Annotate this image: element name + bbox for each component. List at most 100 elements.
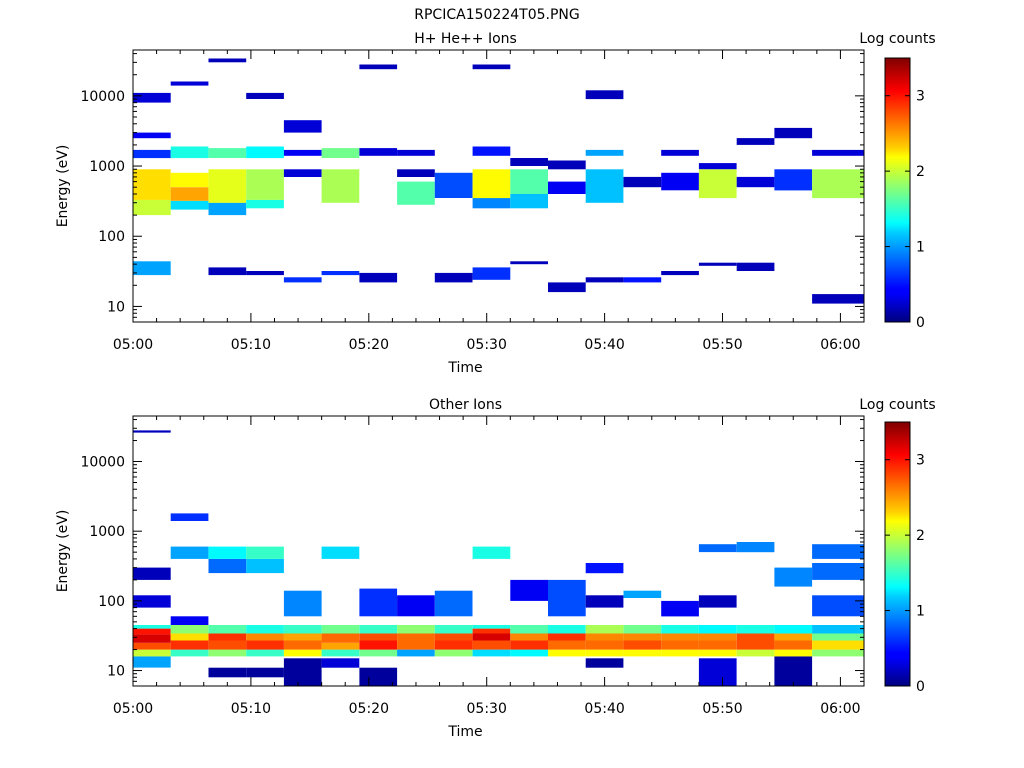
heatmap-cell [283,120,322,133]
x-tick-label: 05:50 [702,337,742,353]
heatmap-cell [397,169,435,177]
colorbar-label: Log counts [859,397,935,413]
panel-title: H+ He++ Ions [414,31,517,47]
x-tick-label: 05:10 [231,337,271,353]
heatmap-cell [434,625,473,634]
heatmap-cells [133,58,864,304]
heatmap-cell [133,261,171,276]
heatmap-cell [208,640,247,650]
heatmap-cell [548,625,586,634]
plot-frame [132,415,865,687]
heatmap-cell [321,642,360,650]
x-tick-label: 05:00 [113,337,153,353]
heatmap-cell [283,590,322,617]
heatmap-cell [208,546,247,559]
heatmap-cell [246,92,284,99]
heatmap-cell [359,588,398,617]
x-tick-label: 05:10 [231,701,271,717]
heatmap-cell [283,658,322,686]
heatmap-cell [623,640,662,650]
heatmap-cell [661,172,699,191]
heatmap-cell [510,633,548,641]
heatmap-cell [812,625,864,634]
heatmap-cell [585,149,624,156]
heatmap-cell [133,149,171,159]
heatmap-cell [698,633,737,641]
colorbar-tick-label: 2 [916,528,925,544]
x-tick-label: 05:30 [467,701,507,717]
heatmap-cell [170,187,209,201]
heatmap-cell [397,181,435,205]
heatmap-cell [133,132,171,139]
heatmap-cell [472,146,511,156]
heatmap-cell [698,163,737,170]
heatmap-cell [359,272,398,283]
y-tick-label: 1000 [89,159,125,175]
heatmap-cell [133,642,171,650]
heatmap-cell [170,546,209,559]
heatmap-cell [661,625,699,634]
heatmap-cell [510,579,548,601]
heatmap-cell [208,558,247,574]
heatmap-cell [812,294,864,304]
heatmap-cell [548,579,586,617]
heatmap-cell [472,546,511,559]
heatmap-cells [133,430,864,686]
x-tick-label: 05:20 [349,337,389,353]
heatmap-cell [623,277,662,283]
heatmap-cell [736,633,775,641]
heatmap-cell [170,649,209,657]
heatmap-cell [774,567,813,587]
heatmap-cell [283,277,322,283]
heatmap-cell [133,656,171,668]
colorbar-tick-label: 0 [916,315,925,331]
heatmap-cell [133,169,171,200]
heatmap-cell [133,649,171,657]
y-tick-label: 10 [107,299,125,315]
heatmap-cell [246,625,284,634]
heatmap-cell [133,628,171,635]
heatmap-cell [661,149,699,156]
heatmap-cell [170,625,209,634]
heatmap-cell [472,64,511,70]
colorbar-tick-label: 3 [916,453,925,469]
heatmap-cell [661,640,699,650]
y-tick-label: 10000 [80,89,125,105]
heatmap-cell [208,202,247,216]
heatmap-cell [246,649,284,657]
x-tick-label: 06:00 [820,701,860,717]
x-tick-label: 05:50 [702,701,742,717]
heatmap-cell [698,544,737,553]
heatmap-cell [472,198,511,209]
heatmap-cell [170,200,209,210]
heatmap-cell [246,633,284,641]
heatmap-cell [736,649,775,657]
heatmap-cell [397,633,435,641]
heatmap-cell [434,272,473,283]
colorbar-tick-label: 1 [916,240,925,256]
heatmap-cell [170,640,209,650]
heatmap-cell [283,625,322,634]
heatmap-cell [434,172,473,198]
heatmap-cell [736,542,775,553]
heatmap-cell [736,640,775,650]
heatmap-cell [170,633,209,641]
heatmap-cell [585,625,624,634]
heatmap-cell [359,625,398,634]
heatmap-cell [170,616,209,625]
heatmap-cell [812,640,864,650]
heatmap-cell [246,558,284,574]
heatmap-cell [585,563,624,574]
plot-frame [132,49,865,323]
x-axis-label: Time [447,724,482,740]
colorbar-label: Log counts [859,31,935,47]
heatmap-cell [774,640,813,650]
heatmap-cell [661,271,699,276]
heatmap-cell [434,649,473,657]
x-tick-label: 05:40 [584,337,624,353]
heatmap-cell [661,600,699,617]
heatmap-cell [359,633,398,641]
heatmap-cell [774,625,813,634]
heatmap-cell [133,567,171,580]
heatmap-cell [510,194,548,209]
